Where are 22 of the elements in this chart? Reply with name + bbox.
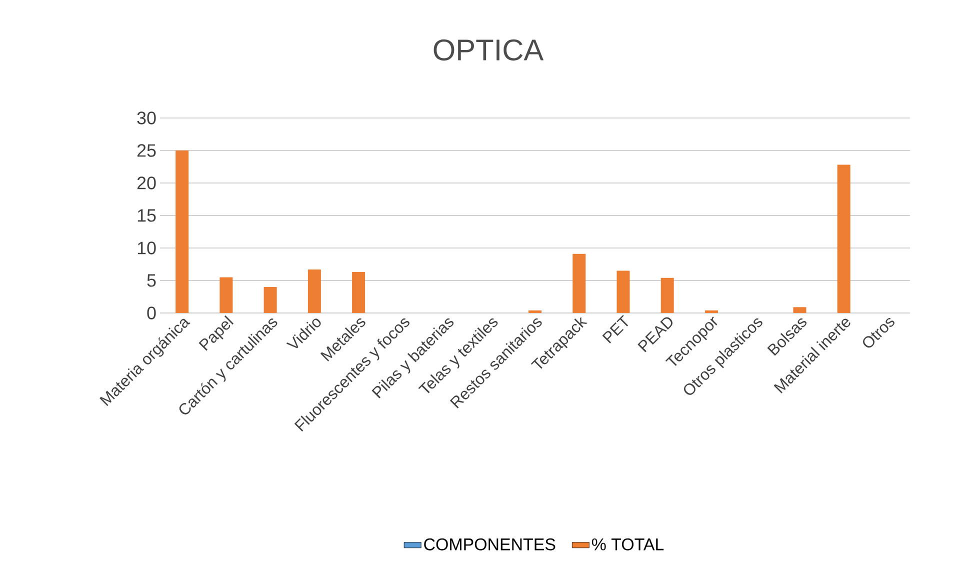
y-tick-label: 25	[137, 144, 156, 157]
bar	[660, 278, 674, 313]
bar	[176, 150, 189, 313]
legend-label: COMPONENTES	[424, 538, 556, 550]
y-tick-label: 30	[137, 112, 156, 124]
chart-title: OPTICA	[434, 39, 544, 61]
bar	[220, 277, 233, 313]
bar	[572, 254, 586, 313]
bar	[704, 310, 718, 313]
bar	[264, 286, 277, 313]
y-tick-label: 10	[138, 242, 156, 254]
bar	[528, 310, 542, 313]
y-tick-label: 0	[147, 306, 156, 320]
legend-label: % TOTAL	[592, 538, 664, 550]
bar	[352, 272, 366, 313]
y-tick-label: 15	[138, 209, 156, 222]
y-tick-label: 5	[147, 274, 156, 287]
bar	[837, 164, 850, 313]
bar	[308, 269, 321, 313]
bar	[793, 307, 806, 313]
bar	[616, 270, 630, 313]
y-tick-label: 20	[137, 176, 156, 190]
